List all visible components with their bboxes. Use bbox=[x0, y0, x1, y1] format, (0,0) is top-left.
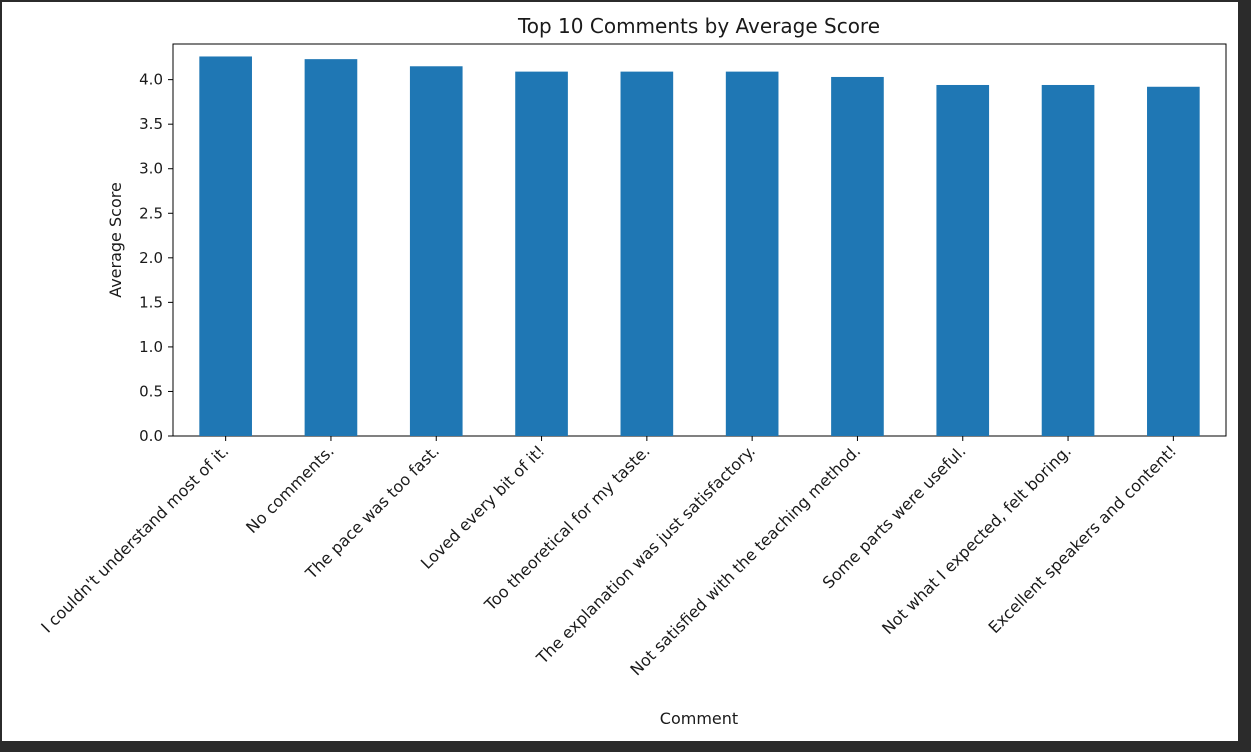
x-axis-label: Comment bbox=[660, 709, 738, 728]
x-tick-label: Not what I expected, felt boring. bbox=[878, 441, 1075, 638]
chart-title: Top 10 Comments by Average Score bbox=[517, 14, 880, 38]
bar bbox=[936, 84, 990, 437]
y-tick-label: 3.0 bbox=[139, 160, 163, 178]
y-tick-label: 2.0 bbox=[139, 249, 163, 267]
y-tick-label: 2.5 bbox=[139, 204, 163, 222]
bar bbox=[1041, 84, 1095, 437]
bar bbox=[515, 71, 568, 437]
y-tick-label: 3.5 bbox=[139, 115, 163, 133]
y-tick-label: 0.5 bbox=[139, 382, 163, 400]
y-tick-label: 0.0 bbox=[139, 427, 163, 445]
y-axis-label: Average Score bbox=[106, 182, 125, 298]
bar bbox=[620, 71, 674, 437]
bars-group bbox=[199, 56, 1200, 437]
x-tick-label: I couldn't understand most of it. bbox=[37, 441, 232, 636]
y-axis: 0.0 0.5 1.0 1.5 2.0 2.5 3.0 3.5 4.0 bbox=[139, 71, 173, 445]
y-tick-label: 1.0 bbox=[139, 338, 163, 356]
bar bbox=[409, 66, 463, 436]
bar bbox=[304, 59, 358, 437]
plot-area bbox=[172, 43, 1227, 437]
bar bbox=[199, 56, 252, 437]
x-tick-label: Excellent speakers and content! bbox=[985, 441, 1181, 637]
x-axis: I couldn't understand most of it. No comm… bbox=[37, 436, 1180, 679]
x-tick-label: No comments. bbox=[242, 441, 338, 537]
bar bbox=[1147, 86, 1200, 436]
x-tick-label: Too theoretical for my taste. bbox=[480, 441, 654, 615]
y-tick-label: 4.0 bbox=[139, 71, 163, 89]
bar bbox=[725, 71, 779, 437]
bar bbox=[831, 76, 884, 437]
y-tick-label: 1.5 bbox=[139, 293, 163, 311]
x-tick-label: Not satisfied with the teaching method. bbox=[626, 441, 864, 679]
x-tick-label: The explanation was just satisfactory. bbox=[532, 441, 759, 668]
